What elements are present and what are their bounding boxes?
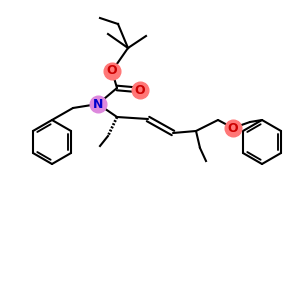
Text: O: O xyxy=(107,64,117,77)
Text: N: N xyxy=(93,98,103,110)
Text: O: O xyxy=(135,83,145,97)
Text: O: O xyxy=(228,122,238,134)
